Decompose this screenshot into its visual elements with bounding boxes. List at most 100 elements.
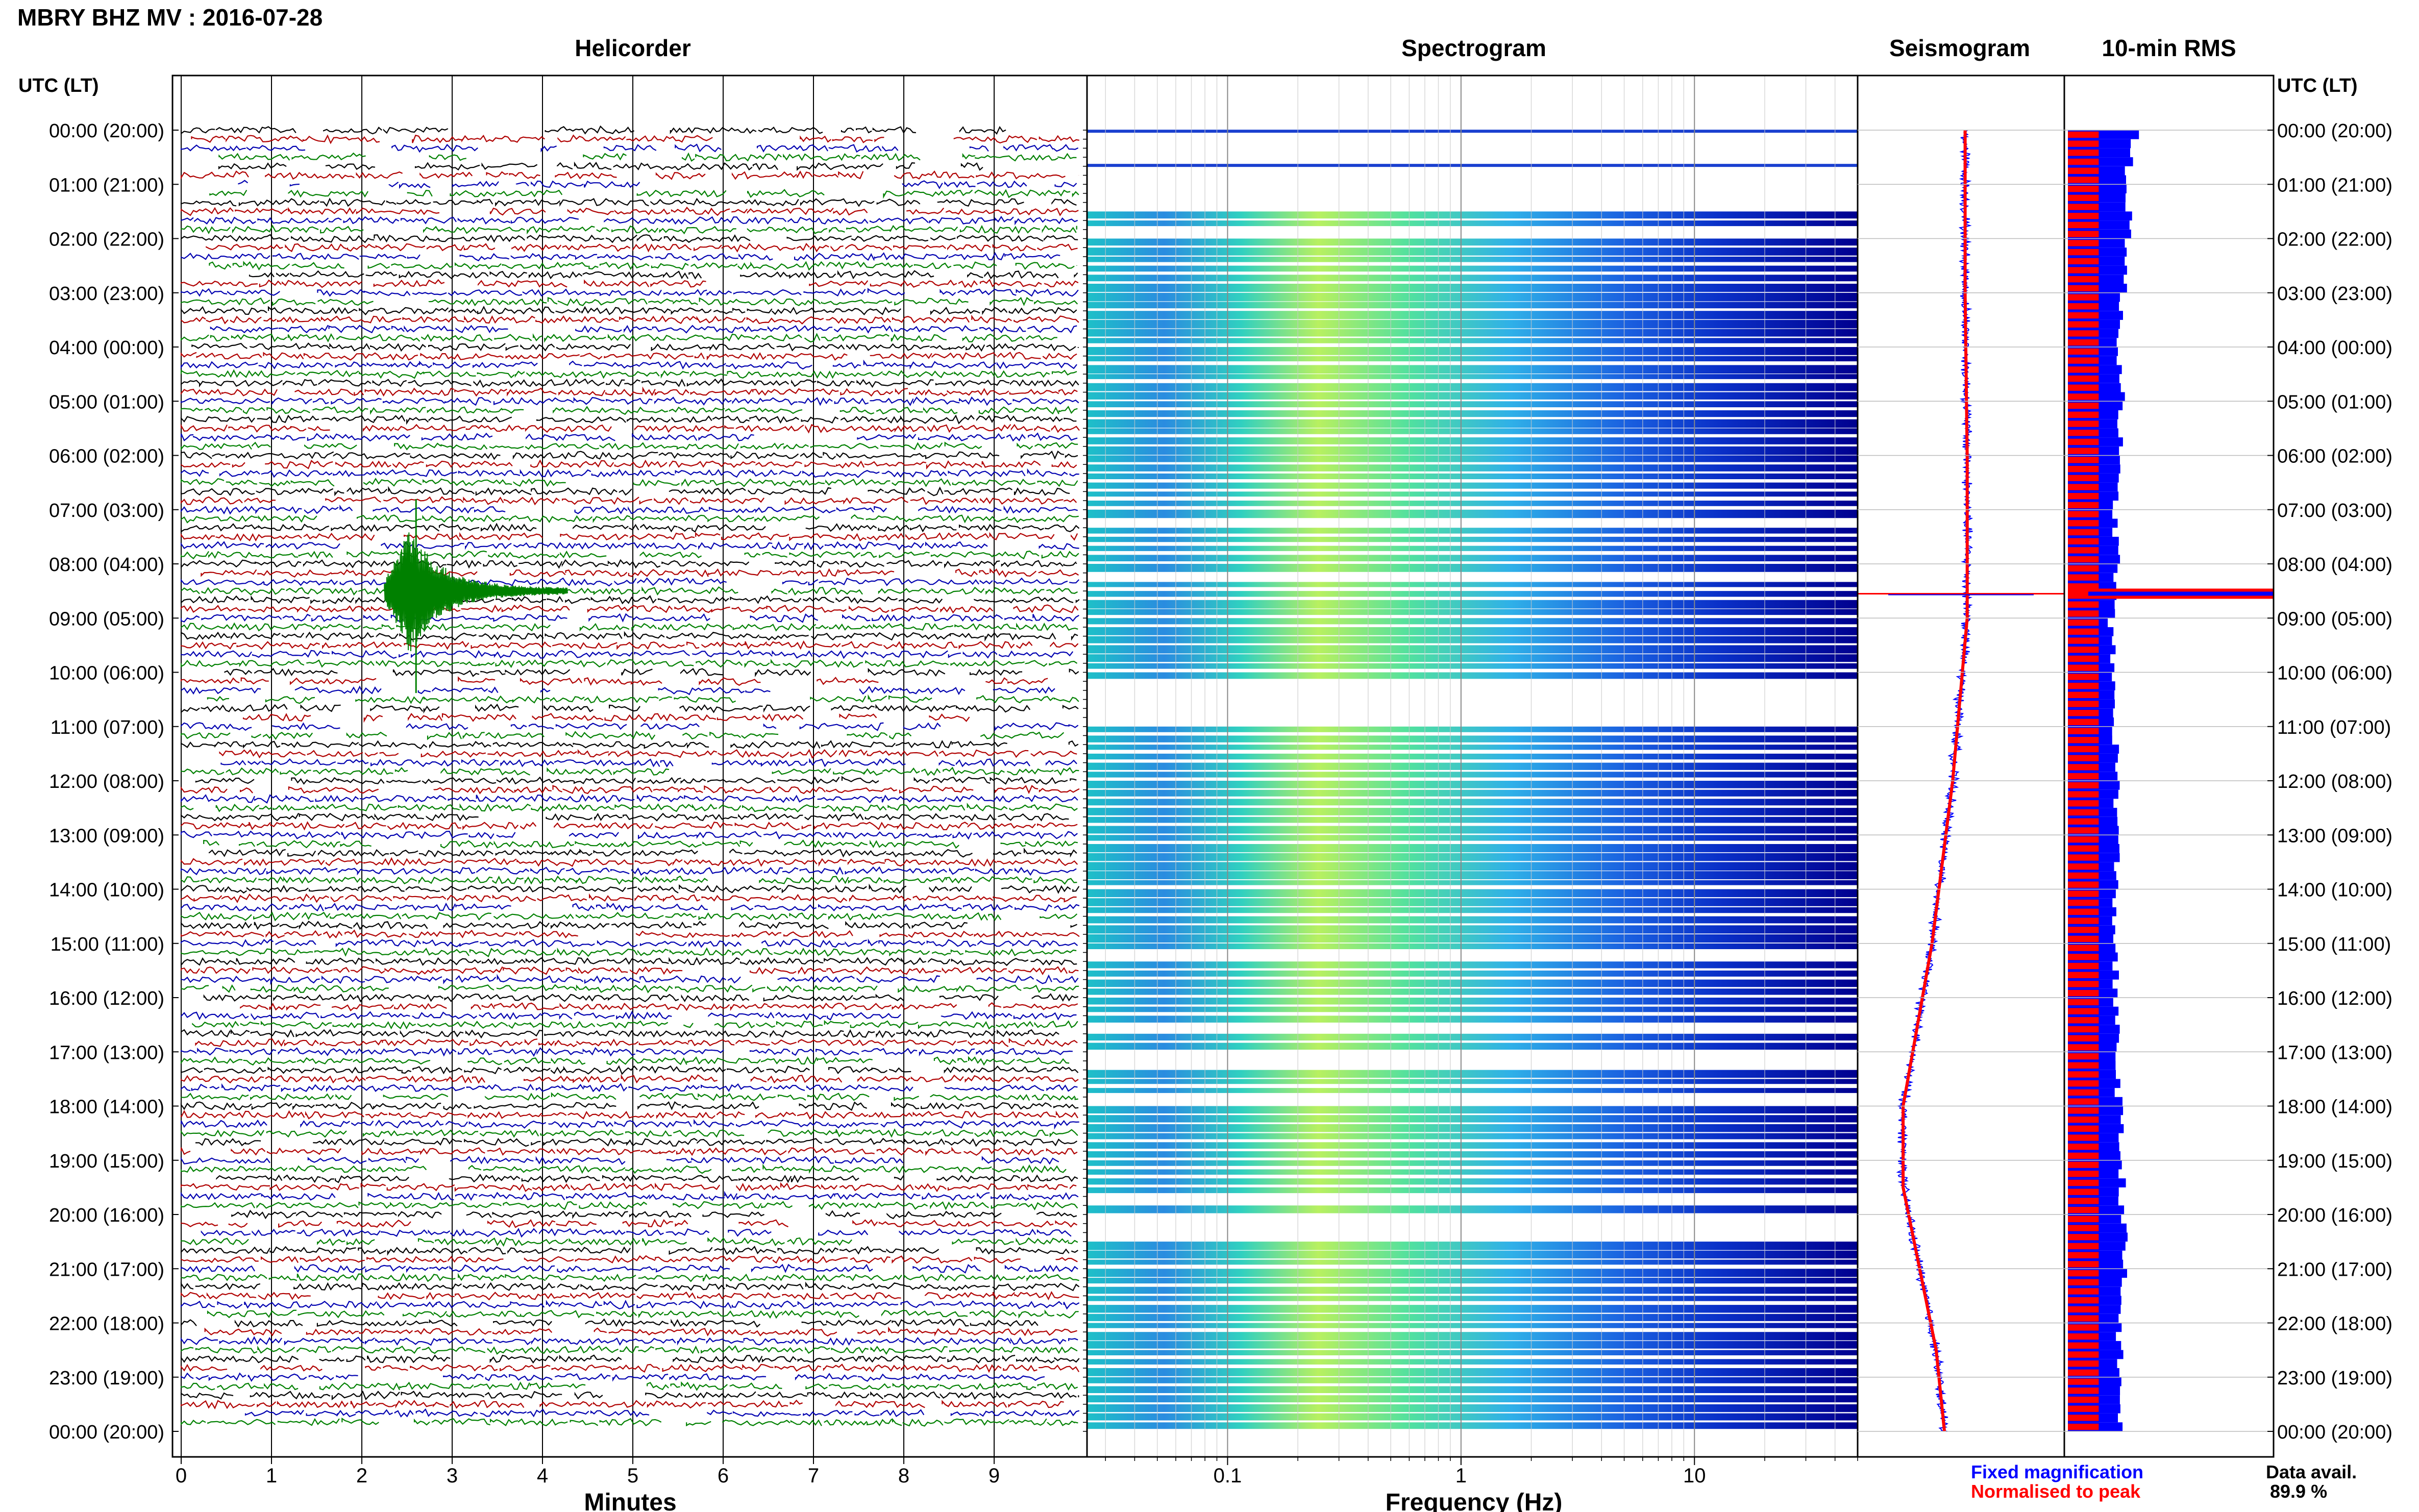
helicorder-trace <box>180 586 1078 596</box>
time-label-right: 08:00 (04:00) <box>2277 554 2392 576</box>
rms-normalised-bar <box>2068 927 2099 933</box>
helicorder-trace <box>180 947 1077 957</box>
helicorder-trace <box>180 1010 1077 1021</box>
rms-normalised-bar <box>2068 827 2099 834</box>
rms-peak-bar-fixed <box>2088 591 2274 596</box>
helicorder-trace <box>180 314 1079 325</box>
time-label-left: 20:00 (16:00) <box>49 1205 164 1226</box>
rms-normalised-bar <box>2068 1053 2099 1060</box>
time-label-right: 17:00 (13:00) <box>2277 1042 2392 1063</box>
rms-normalised-bar <box>2068 664 2099 671</box>
rms-normalised-bar <box>2068 845 2099 852</box>
helicorder-trace <box>180 333 1057 343</box>
helicorder-trace <box>180 459 1077 470</box>
helicorder-trace <box>195 1137 1077 1147</box>
spectrogram-band <box>1087 1205 1858 1213</box>
spectrogram-band <box>1087 238 1858 246</box>
spectrogram-band <box>1087 482 1858 489</box>
rms-normalised-bar <box>2068 1116 2099 1123</box>
rms-normalised-bar <box>2068 1252 2099 1258</box>
spectrogram-band <box>1087 1115 1858 1123</box>
time-label-right: 18:00 (14:00) <box>2277 1097 2392 1118</box>
time-label-left: 00:00 (20:00) <box>49 120 164 142</box>
helicorder-trace <box>180 1390 1079 1401</box>
helicorder-trace <box>180 1128 1078 1138</box>
helicorder-trace <box>180 957 1077 967</box>
helicorder-trace <box>192 1020 1078 1030</box>
time-label-right: 19:00 (15:00) <box>2277 1151 2392 1172</box>
spectrogram-band <box>1087 1169 1858 1175</box>
rms-normalised-bar <box>2068 547 2099 554</box>
right-axis-label: UTC (LT) <box>2277 75 2358 96</box>
minutes-tick-label: 1 <box>266 1465 277 1487</box>
rms-normalised-bar <box>2068 1171 2099 1177</box>
helicorder-trace <box>204 1326 1077 1337</box>
rms-normalised-bar <box>2068 1288 2099 1295</box>
axes-frames <box>171 75 2275 1458</box>
helicorder-trace <box>180 1246 1078 1256</box>
helicorder-trace <box>180 1092 1078 1101</box>
legend-normalised: Normalised to peak <box>1971 1481 2141 1502</box>
station-title: MBRY BHZ MV : 2016-07-28 <box>17 4 323 31</box>
spectrogram-band <box>1087 925 1858 934</box>
helicorder-trace <box>180 406 1078 415</box>
helicorder-trace <box>180 794 1078 804</box>
helicorder-trace <box>180 659 1078 668</box>
rms-normalised-bar <box>2068 475 2099 481</box>
rms-normalised-bar <box>2068 1206 2099 1213</box>
spectrogram-band <box>1087 555 1858 561</box>
rms-normalised-bar <box>2068 231 2099 237</box>
rms-normalised-bar <box>2068 718 2099 726</box>
time-label-left: 23:00 (19:00) <box>49 1368 164 1389</box>
spectrogram-band <box>1087 1151 1858 1158</box>
helicorder-trace <box>208 848 1077 858</box>
helicorder-trace <box>180 604 1079 614</box>
helicorder-trace <box>180 369 1077 379</box>
helicorder-trace <box>207 694 1079 704</box>
spectrogram-band <box>1087 844 1858 853</box>
time-label-right: 15:00 (11:00) <box>2277 934 2391 955</box>
spectrogram-band <box>1087 808 1858 815</box>
time-label-right: 07:00 (03:00) <box>2277 500 2392 522</box>
rms-normalised-bar <box>2068 1089 2099 1096</box>
rms-normalised-bar <box>2068 158 2099 165</box>
time-label-right: 16:00 (12:00) <box>2277 988 2392 1009</box>
spectrogram-band <box>1087 1359 1858 1365</box>
rms-normalised-bar <box>2068 1179 2099 1186</box>
spectrogram-band <box>1087 916 1858 924</box>
helicorder-trace <box>201 568 1079 578</box>
time-label-right: 05:00 (01:00) <box>2277 391 2392 413</box>
time-label-right: 00:00 (20:00) <box>2277 1422 2392 1443</box>
time-label-right: 21:00 (17:00) <box>2277 1259 2392 1280</box>
helicorder-trace <box>180 1255 1078 1264</box>
spectrogram-band <box>1087 663 1858 669</box>
helicorder-trace <box>207 1309 1079 1319</box>
rms-normalised-bar <box>2068 240 2099 246</box>
time-label-left: 18:00 (14:00) <box>49 1097 164 1118</box>
spectrogram-band <box>1087 582 1858 587</box>
rms-normalised-bar <box>2068 1152 2099 1159</box>
helicorder-trace <box>180 486 1070 497</box>
rms-normalised-bar <box>2068 908 2099 915</box>
spectrogram-band <box>1087 501 1858 506</box>
rms-normalised-bar <box>2068 773 2099 780</box>
helicorder-trace <box>180 893 1077 903</box>
spectrogram-band <box>1087 789 1858 797</box>
helicorder-trace <box>180 478 1078 487</box>
spectrogram-band <box>1087 211 1858 219</box>
spectrogram-band <box>1087 220 1858 227</box>
helicorder-trace <box>180 803 1078 813</box>
helicorder-trace <box>218 161 983 171</box>
spectrogram-band <box>1087 898 1858 906</box>
spectrogram-band <box>1087 1377 1858 1383</box>
helicorder-trace <box>180 650 1074 659</box>
rms-normalised-bar <box>2068 1225 2099 1231</box>
minutes-tick-label: 9 <box>989 1465 1000 1487</box>
spectrogram-band <box>1087 762 1858 770</box>
helicorder-trace <box>206 242 1078 253</box>
minutes-tick-label: 6 <box>718 1465 729 1487</box>
helicorder-trace <box>180 1182 1077 1193</box>
spectrogram-band <box>1087 1296 1858 1301</box>
rms-normalised-bar <box>2068 493 2099 500</box>
